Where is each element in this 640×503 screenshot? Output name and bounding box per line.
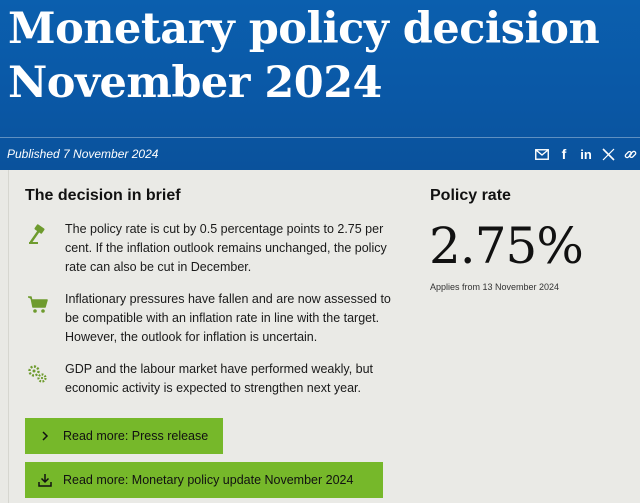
published-date: Published 7 November 2024 bbox=[7, 147, 159, 161]
policy-rate-applies: Applies from 13 November 2024 bbox=[430, 282, 560, 292]
brief-item-text: Inflationary pressures have fallen and a… bbox=[65, 292, 391, 344]
page-title-line-1: Monetary policy decision bbox=[8, 4, 600, 54]
page-header: Monetary policy decision November 2024 P… bbox=[0, 0, 640, 170]
linkedin-icon[interactable]: in bbox=[580, 146, 592, 162]
gears-icon bbox=[27, 363, 49, 385]
shopping-cart-icon bbox=[27, 293, 49, 315]
brief-title: The decision in brief bbox=[25, 187, 181, 204]
gavel-icon bbox=[27, 223, 49, 245]
share-bar: f in bbox=[534, 143, 638, 165]
download-icon bbox=[33, 462, 57, 498]
email-icon[interactable] bbox=[534, 144, 550, 164]
brief-item-rate-cut: The policy rate is cut by 0.5 percentage… bbox=[27, 220, 407, 277]
brief-item-text: The policy rate is cut by 0.5 percentage… bbox=[65, 222, 387, 274]
facebook-icon[interactable]: f bbox=[561, 146, 567, 162]
policy-rate-value: 2.75% bbox=[429, 217, 584, 275]
policy-update-button[interactable]: Read more: Monetary policy update Novemb… bbox=[25, 462, 383, 498]
policy-rate-label: Policy rate bbox=[430, 187, 511, 204]
policy-update-label: Read more: Monetary policy update Novemb… bbox=[63, 473, 354, 487]
x-icon[interactable] bbox=[600, 144, 616, 164]
link-icon[interactable] bbox=[622, 144, 638, 164]
page-title: Monetary policy decision November 2024 bbox=[8, 2, 628, 110]
brief-item-text: GDP and the labour market have performed… bbox=[65, 362, 374, 395]
brief-item-inflation: Inflationary pressures have fallen and a… bbox=[27, 290, 407, 347]
page-title-line-2: November 2024 bbox=[8, 58, 383, 108]
decision-card: The decision in brief The policy rate is… bbox=[8, 170, 640, 503]
chevron-right-icon bbox=[33, 418, 57, 454]
press-release-label: Read more: Press release bbox=[63, 429, 209, 443]
press-release-button[interactable]: Read more: Press release bbox=[25, 418, 223, 454]
brief-item-gdp: GDP and the labour market have performed… bbox=[27, 360, 407, 398]
header-divider bbox=[0, 137, 640, 138]
